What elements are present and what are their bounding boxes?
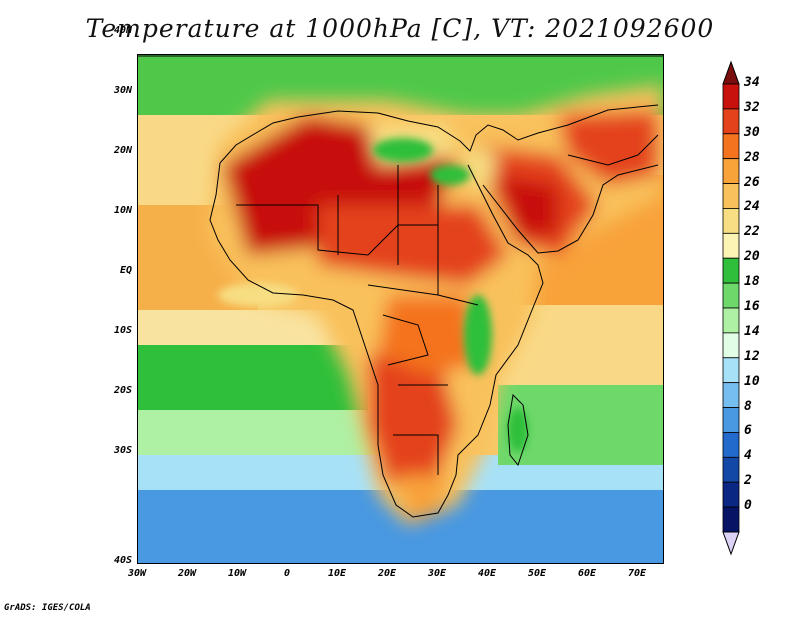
- colorbar-box: [722, 382, 740, 408]
- chart-title: Temperature at 1000hPa [C], VT: 20210926…: [85, 14, 715, 43]
- colorbar-label: 18: [744, 274, 760, 290]
- colorbar-arrow-top: [722, 60, 740, 85]
- colorbar-box: [722, 506, 740, 533]
- colorbar-label: 34: [744, 75, 760, 90]
- lon-label-60e: 60E: [577, 568, 597, 579]
- colorbar-box: [722, 232, 740, 259]
- colorbar-label: 32: [744, 99, 760, 115]
- colorbar-arrow-bottom: [722, 531, 740, 556]
- colorbar-label: 10: [744, 373, 760, 389]
- lon-label-50e: 50E: [527, 568, 547, 579]
- colorbar-box: [722, 481, 740, 508]
- lat-label-30n: 30N: [113, 85, 132, 96]
- colorbar-box: [722, 282, 740, 309]
- lat-label-20s: 20S: [113, 385, 132, 396]
- colorbar-label: 20: [744, 249, 760, 265]
- lat-label-20n: 20N: [113, 145, 132, 156]
- colorbar-box: [722, 83, 740, 110]
- colorbar-label: 2: [744, 473, 752, 489]
- colorbar-box: [722, 407, 740, 433]
- colorbar-box: [722, 133, 740, 160]
- lon-label-30w: 30W: [127, 568, 147, 579]
- lon-label-20w: 20W: [177, 568, 197, 579]
- coastal-cool-patches: [218, 138, 528, 452]
- colorbar-box: [722, 257, 740, 284]
- grads-credit: GrADS: IGES/COLA: [4, 603, 91, 613]
- colorbar-label: 16: [744, 299, 760, 314]
- colorbar-label: 12: [744, 348, 760, 364]
- colorbar-box: [722, 307, 740, 334]
- colorbar-box: [722, 357, 740, 384]
- colorbar-label: 6: [744, 423, 752, 439]
- colorbar-label: 14: [744, 323, 760, 339]
- colorbar-box: [722, 183, 740, 209]
- colorbar-label: 26: [744, 174, 760, 190]
- lat-label-eq: EQ: [119, 265, 132, 276]
- colorbar-label: 4: [744, 448, 752, 464]
- colorbar-box: [722, 208, 740, 234]
- lon-label-20e: 20E: [377, 568, 397, 579]
- lon-label-30e: 30E: [427, 568, 447, 579]
- lon-label-70e: 70E: [627, 568, 647, 579]
- colorbar-label: 8: [744, 398, 752, 414]
- lat-label-10n: 10N: [113, 205, 132, 216]
- colorbar-box: [722, 432, 740, 458]
- colorbar-box: [722, 332, 740, 359]
- colorbar-label: 24: [744, 199, 760, 215]
- temperature-map[interactable]: [137, 54, 664, 564]
- coastline-and-borders: [209, 104, 659, 518]
- colorbar-label: 0: [744, 498, 752, 514]
- lon-label-10e: 10E: [327, 568, 347, 579]
- colorbar-box: [722, 158, 740, 184]
- colorbar-box: [722, 108, 740, 135]
- lat-label-40s: 40S: [113, 555, 132, 566]
- colorbar-label: 28: [744, 149, 760, 165]
- lat-label-30s: 30S: [113, 445, 132, 456]
- colorbar-label: 22: [744, 224, 760, 240]
- lon-label-0: 0: [283, 568, 291, 579]
- colorbar-box: [722, 456, 740, 483]
- lat-label-40n: 40N: [113, 25, 132, 36]
- colorbar-label: 30: [744, 124, 760, 140]
- lon-label-40e: 40E: [477, 568, 497, 579]
- lon-label-10w: 10W: [227, 568, 247, 579]
- lat-label-10s: 10S: [113, 325, 132, 336]
